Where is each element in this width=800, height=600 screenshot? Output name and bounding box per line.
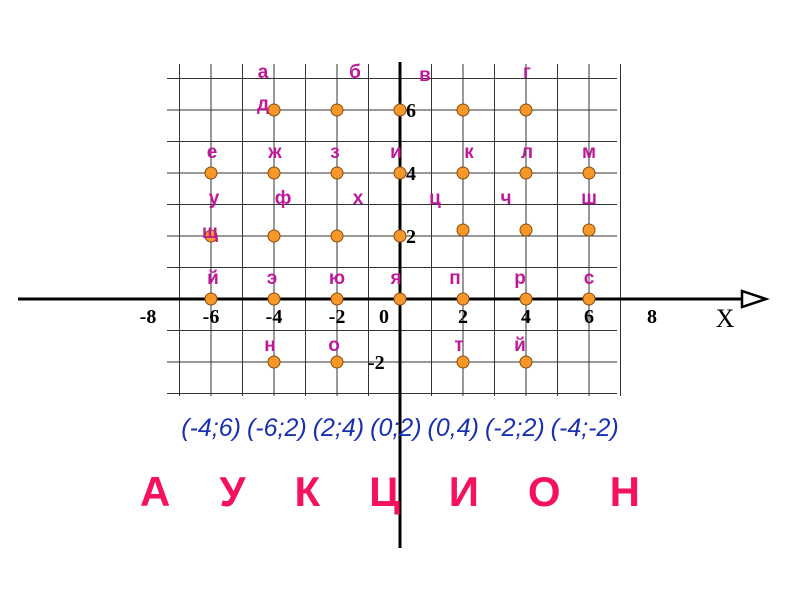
point-marker xyxy=(582,166,596,180)
letter-label: б xyxy=(349,62,361,83)
point-marker xyxy=(204,166,218,180)
letter-label: д xyxy=(257,94,269,115)
point-marker xyxy=(267,292,281,306)
tick-labels: -8 -6 -4 -2 0 2 4 6 8 X 6 4 2 -2 xyxy=(140,100,735,374)
answer-letter: У xyxy=(219,468,246,515)
coordinate-item: (-4;-2) xyxy=(550,414,619,442)
point-marker xyxy=(393,103,407,117)
letter-label: г xyxy=(523,62,531,83)
coordinate-item: (-6;2) xyxy=(246,414,307,442)
x-tick-label: 6 xyxy=(584,306,594,328)
y-tick-label: 6 xyxy=(406,100,416,122)
point-marker xyxy=(456,355,470,369)
letter-label: ш xyxy=(581,188,597,209)
x-axis-arrow xyxy=(740,289,770,309)
answer-letter: О xyxy=(527,468,561,515)
answer-letter: А xyxy=(140,468,171,515)
letter-label: с xyxy=(584,268,595,289)
coordinate-item: (0,4) xyxy=(427,414,479,442)
letter-label: з xyxy=(330,142,339,163)
answer-letter: Н xyxy=(609,468,640,515)
answer-word: А У К Ц И О Н xyxy=(140,468,640,516)
letter-label: р xyxy=(514,268,526,289)
y-tick-label: 2 xyxy=(406,226,416,248)
answer-letter: И xyxy=(448,468,479,515)
point-marker xyxy=(330,292,344,306)
point-marker xyxy=(456,292,470,306)
letter-labels: а б в г д е ж з и к л м у ф х ц ч ш щ й э ю я п р с н о т й xyxy=(202,62,597,356)
point-marker xyxy=(267,103,281,117)
point-marker xyxy=(456,103,470,117)
point-marker xyxy=(393,229,407,243)
point-marker xyxy=(267,355,281,369)
x-tick-label: -8 xyxy=(140,306,157,328)
point-marker xyxy=(519,223,533,237)
point-marker xyxy=(519,292,533,306)
letter-label: э xyxy=(267,268,278,289)
letter-label: л xyxy=(521,142,533,163)
letter-label: ж xyxy=(267,142,282,163)
point-marker xyxy=(393,292,407,306)
letter-label: й xyxy=(514,335,526,356)
answer-letter: Ц xyxy=(369,468,400,515)
letter-label: о xyxy=(328,335,340,356)
letter-label: т xyxy=(454,335,463,356)
letter-label: ч xyxy=(500,188,511,209)
point-marker xyxy=(330,355,344,369)
coordinate-item: (0;2) xyxy=(370,414,422,442)
point-marker xyxy=(519,166,533,180)
point-marker xyxy=(330,103,344,117)
letter-label: е xyxy=(207,142,218,163)
grid xyxy=(167,64,621,396)
letter-label: щ xyxy=(202,222,218,243)
letter-label: й xyxy=(207,268,219,289)
letter-label: ц xyxy=(429,188,441,209)
coordinate-item: (2;4) xyxy=(312,414,365,442)
letter-label: к xyxy=(464,142,474,163)
letter-label: и xyxy=(390,142,402,163)
letter-label: х xyxy=(353,188,364,209)
point-marker xyxy=(330,229,344,243)
letter-label: п xyxy=(449,268,460,289)
letter-label: н xyxy=(264,335,275,356)
point-marker xyxy=(267,166,281,180)
x-tick-label: 4 xyxy=(521,306,531,328)
x-tick-label: 0 xyxy=(379,306,389,328)
x-axis-label: X xyxy=(716,304,735,333)
x-tick-label: -2 xyxy=(329,306,346,328)
point-marker xyxy=(393,166,407,180)
point-marker xyxy=(582,223,596,237)
point-marker xyxy=(267,229,281,243)
x-tick-label: 8 xyxy=(647,306,657,328)
point-marker xyxy=(204,229,218,243)
answer-letter: К xyxy=(294,468,321,515)
point-marker xyxy=(330,166,344,180)
point-marker xyxy=(519,355,533,369)
point-marker xyxy=(456,166,470,180)
point-marker xyxy=(519,103,533,117)
letter-label: ю xyxy=(329,268,345,289)
point-marker xyxy=(456,223,470,237)
coordinate-list: (-4;6) (-6;2) (2;4) (0;2) (0,4) (-2;2) (-4;-2) xyxy=(0,414,800,443)
y-tick-label: 4 xyxy=(406,163,416,185)
point-marker xyxy=(582,292,596,306)
x-tick-label: -4 xyxy=(266,306,283,328)
letter-label: ф xyxy=(275,188,292,209)
coordinate-item: (-4;6) xyxy=(181,414,241,442)
y-tick-label: -2 xyxy=(368,352,385,374)
letter-label: я xyxy=(389,268,401,289)
x-tick-label: -6 xyxy=(203,306,220,328)
letter-label: а xyxy=(258,62,269,83)
letter-label: в xyxy=(419,65,431,86)
coordinate-item: (-2;2) xyxy=(484,414,545,442)
points xyxy=(204,103,596,369)
point-marker xyxy=(204,292,218,306)
letter-label: м xyxy=(582,142,596,163)
x-tick-label: 2 xyxy=(458,306,468,328)
letter-label: у xyxy=(209,188,220,209)
